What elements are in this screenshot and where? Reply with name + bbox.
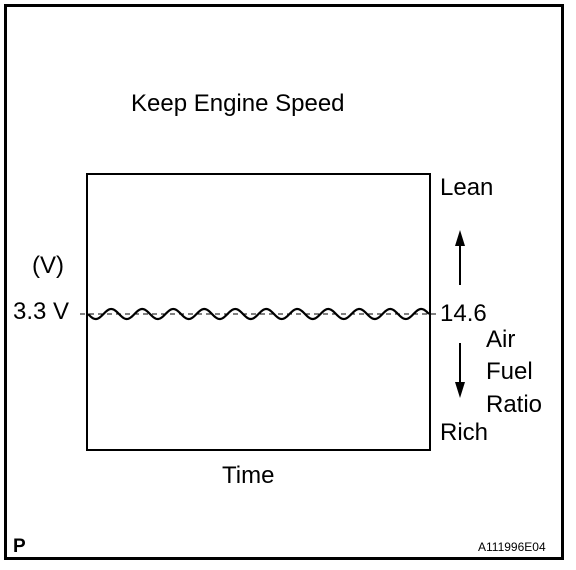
figure-frame [4,4,564,560]
up-arrow-icon [455,230,465,246]
page-marker: P [13,536,26,557]
time-axis-label: Time [222,462,275,489]
figure-id: A111996E04 [478,540,546,554]
air-fuel-ratio-line-2: Fuel [486,358,533,385]
oscillating-voltage-waveform [87,307,430,321]
voltage-unit-label: (V) [32,252,64,279]
voltage-reference-label: 3.3 V [13,298,70,325]
air-fuel-ratio-value: 14.6 [440,300,487,327]
air-fuel-ratio-line-3: Ratio [486,391,543,418]
down-arrow-icon [455,382,465,398]
air-fuel-ratio-line-1: Air [486,326,516,353]
rich-label: Rich [440,419,489,446]
lean-label: Lean [440,174,494,201]
plot-box [86,173,431,451]
diagram-title: Keep Engine Speed [131,90,345,117]
